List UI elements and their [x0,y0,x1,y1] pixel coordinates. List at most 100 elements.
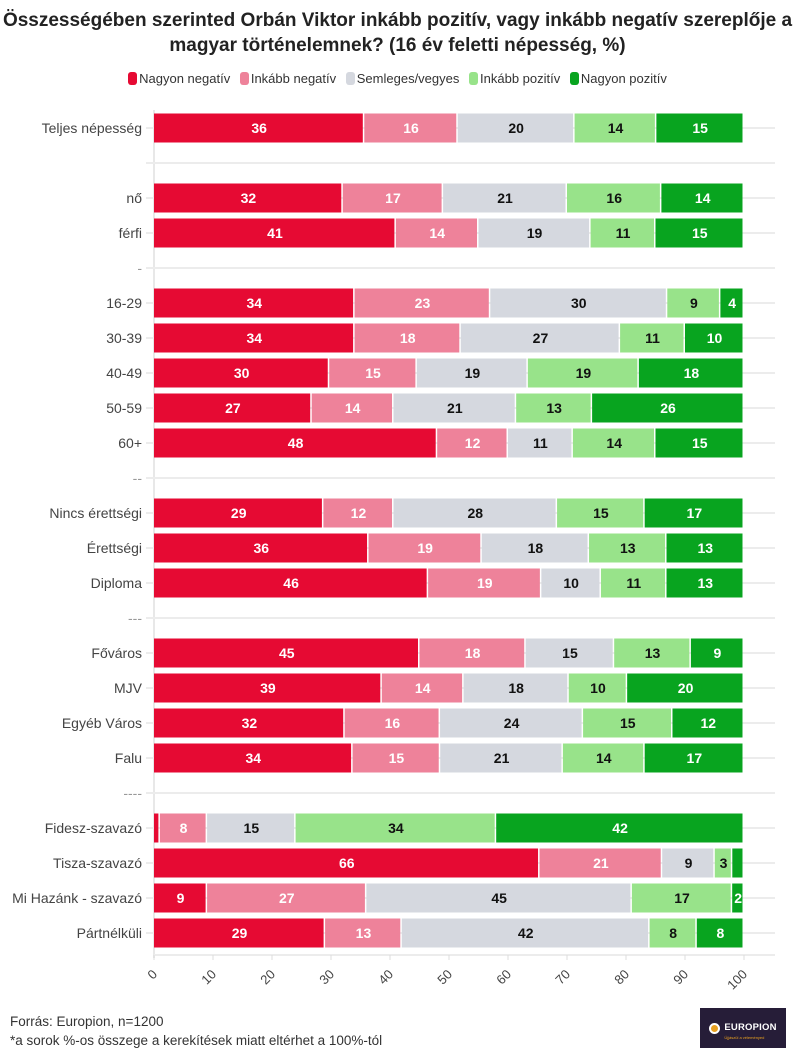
category-label: 40-49 [106,365,142,381]
category-label: Teljes népesség [42,120,142,136]
bar-segment [656,113,743,143]
bar-segment [589,533,666,563]
bar-segment [655,218,743,248]
data-label: 41 [267,225,283,241]
legend-item-inkabb-negativ[interactable]: Inkább negatív [239,71,336,86]
bar-segment [644,743,743,773]
data-label: 39 [260,680,276,696]
bar-segment [662,848,714,878]
bar-segment [583,708,671,738]
legend-item-inkabb-pozitiv[interactable]: Inkább pozitív [469,71,560,86]
bar-segment [354,323,460,353]
rounding-note: *a sorok %-os összege a kerekítések miat… [10,1033,383,1048]
data-label: 14 [606,435,622,451]
bar-segment [508,428,572,458]
data-label: 34 [247,295,263,311]
data-label: 15 [593,505,609,521]
data-label: 34 [246,750,262,766]
data-label: 15 [692,120,708,136]
bar-segment [539,848,661,878]
bar-segment [401,918,649,948]
data-label: 29 [231,505,247,521]
bar-segment [207,883,365,913]
x-tick-label: 70 [552,967,573,988]
data-label: 15 [389,750,405,766]
category-label: Nincs érettségi [49,505,142,521]
bar-segment [481,533,588,563]
data-label: 9 [714,645,722,661]
bar-segment [154,883,206,913]
bar-segment [592,393,743,423]
bar-segment [672,708,743,738]
bar-segment [460,323,619,353]
bar-segment [463,673,568,703]
data-label: 19 [527,225,543,241]
data-label: 45 [279,645,295,661]
data-label: 8 [180,820,188,836]
data-label: 11 [533,435,548,451]
bar-segment [154,218,395,248]
legend-item-nagyon-negativ[interactable]: Nagyon negatív [128,71,230,86]
data-label: 11 [645,330,660,346]
bar-segment [649,918,696,948]
bar-segment [496,813,743,843]
bar-segment [393,393,515,423]
data-label: 24 [504,715,520,731]
category-label: - [137,260,142,276]
bar-segment [541,568,600,598]
legend-item-semleges[interactable]: Semleges/vegyes [345,71,459,86]
bar-segment [323,498,393,528]
category-label: ---- [123,785,142,801]
bar-segment [428,568,540,598]
category-label: 50-59 [106,400,142,416]
bar-segment [366,883,631,913]
x-tick-label: 100 [724,967,750,993]
bar-segment [207,813,295,843]
data-label: 15 [620,715,636,731]
category-label: Falu [115,750,142,766]
category-label: Érettségi [87,540,142,556]
bar-segment [661,183,743,213]
data-label: 34 [388,820,404,836]
data-label: 18 [400,330,416,346]
data-label: 4 [728,295,736,311]
data-label: 8 [717,925,725,941]
bar-segment [364,113,457,143]
bar-segment [395,218,477,248]
category-label: --- [128,610,142,626]
data-label: 48 [288,435,304,451]
data-label: 34 [247,330,263,346]
data-label: 14 [345,400,361,416]
bar-segment [154,428,436,458]
bar-segment [516,393,591,423]
bar-segment [568,673,626,703]
data-label: 18 [508,680,524,696]
bar-segment [638,358,743,388]
bar-segment [696,918,743,948]
data-label: 15 [365,365,381,381]
x-tick-label: 20 [257,967,278,988]
legend-item-nagyon-pozitiv[interactable]: Nagyon pozitív [569,71,667,86]
bar-segment [352,743,439,773]
data-label: 9 [685,855,693,871]
data-label: 13 [546,400,562,416]
bar-segment [154,708,344,738]
bar-segment [525,638,613,668]
data-label: 17 [674,890,690,906]
data-label: 26 [660,400,676,416]
category-label: Fidesz-szavazó [45,820,142,836]
bar-segment [478,218,590,248]
bar-segment [154,743,352,773]
data-label: 45 [491,890,507,906]
data-label: 20 [508,120,524,136]
bar-segment [154,358,328,388]
data-label: 9 [177,890,185,906]
data-label: 14 [429,225,445,241]
bar-segment [393,498,556,528]
bar-segment [154,568,427,598]
bar-segment [627,673,743,703]
x-tick-label: 60 [493,967,514,988]
category-label: Tisza-szavazó [53,855,142,871]
bar-segment [354,288,489,318]
